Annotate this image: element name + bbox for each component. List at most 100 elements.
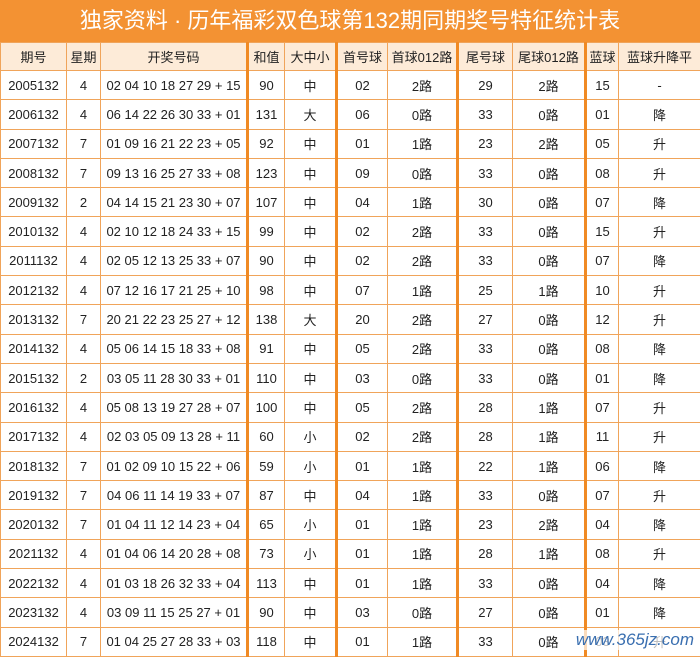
cell: 2011132 xyxy=(1,246,67,275)
cell: 2路 xyxy=(513,71,586,100)
cell: 小 xyxy=(285,510,337,539)
cell: 08 xyxy=(586,539,619,568)
cell: 4 xyxy=(67,598,101,627)
cell: 升 xyxy=(619,305,700,334)
cell: 65 xyxy=(248,510,285,539)
cell: 降 xyxy=(619,246,700,275)
cell: 1路 xyxy=(388,569,458,598)
cell: 23 xyxy=(458,129,513,158)
column-header: 开奖号码 xyxy=(101,43,248,71)
cell: 12 xyxy=(586,305,619,334)
cell: 中 xyxy=(285,627,337,656)
cell: 07 12 16 17 21 25 + 10 xyxy=(101,276,248,305)
cell: 降 xyxy=(619,569,700,598)
cell: 90 xyxy=(248,598,285,627)
cell: 2路 xyxy=(388,71,458,100)
cell: 1路 xyxy=(388,188,458,217)
cell: 中 xyxy=(285,188,337,217)
cell: 2012132 xyxy=(1,276,67,305)
cell: 2015132 xyxy=(1,363,67,392)
cell: 0路 xyxy=(513,569,586,598)
cell: 99 xyxy=(248,217,285,246)
cell: 2014132 xyxy=(1,334,67,363)
cell: 2018132 xyxy=(1,451,67,480)
cell: 2024132 xyxy=(1,627,67,656)
cell: 7 xyxy=(67,510,101,539)
cell: 04 06 11 14 19 33 + 07 xyxy=(101,481,248,510)
column-header: 尾球012路 xyxy=(513,43,586,71)
cell: 中 xyxy=(285,158,337,187)
cell: 07 xyxy=(337,276,388,305)
cell: 73 xyxy=(248,539,285,568)
cell: 01 xyxy=(337,510,388,539)
cell: 33 xyxy=(458,246,513,275)
cell: 100 xyxy=(248,393,285,422)
cell: 06 14 22 26 30 33 + 01 xyxy=(101,100,248,129)
cell: 91 xyxy=(248,334,285,363)
cell: 110 xyxy=(248,363,285,392)
cell: 01 02 09 10 15 22 + 06 xyxy=(101,451,248,480)
cell: 87 xyxy=(248,481,285,510)
cell: 03 09 11 15 25 27 + 01 xyxy=(101,598,248,627)
cell: 中 xyxy=(285,334,337,363)
cell: 7 xyxy=(67,129,101,158)
cell: 大 xyxy=(285,305,337,334)
cell: 小 xyxy=(285,539,337,568)
cell: 4 xyxy=(67,276,101,305)
cell: 01 xyxy=(586,598,619,627)
cell: 1路 xyxy=(513,276,586,305)
cell: 7 xyxy=(67,158,101,187)
cell: 中 xyxy=(285,363,337,392)
cell: 2016132 xyxy=(1,393,67,422)
cell: 中 xyxy=(285,393,337,422)
cell: 60 xyxy=(248,422,285,451)
cell: 33 xyxy=(458,481,513,510)
cell: 04 xyxy=(337,481,388,510)
column-header: 期号 xyxy=(1,43,67,71)
cell: 28 xyxy=(458,539,513,568)
cell: 05 06 14 15 18 33 + 08 xyxy=(101,334,248,363)
cell: 90 xyxy=(248,71,285,100)
cell: 0路 xyxy=(388,158,458,187)
column-header: 尾号球 xyxy=(458,43,513,71)
column-header: 和值 xyxy=(248,43,285,71)
column-header: 蓝球 xyxy=(586,43,619,71)
cell: 2008132 xyxy=(1,158,67,187)
cell: 0路 xyxy=(513,246,586,275)
cell: 30 xyxy=(458,188,513,217)
cell: 中 xyxy=(285,598,337,627)
cell: 2 xyxy=(67,363,101,392)
cell: 01 xyxy=(337,451,388,480)
cell: 15 xyxy=(586,217,619,246)
cell: 02 xyxy=(337,217,388,246)
cell: 2005132 xyxy=(1,71,67,100)
cell: 01 03 18 26 32 33 + 04 xyxy=(101,569,248,598)
cell: 01 xyxy=(337,129,388,158)
cell: 1路 xyxy=(388,539,458,568)
cell: 10 xyxy=(586,276,619,305)
cell: 2路 xyxy=(388,422,458,451)
cell: 0路 xyxy=(513,217,586,246)
cell: 01 xyxy=(337,627,388,656)
cell: 1路 xyxy=(388,627,458,656)
cell: 1路 xyxy=(388,481,458,510)
cell: 05 xyxy=(337,334,388,363)
cell: 02 xyxy=(337,422,388,451)
cell: 1路 xyxy=(388,451,458,480)
cell: 1路 xyxy=(388,129,458,158)
cell: 27 xyxy=(458,305,513,334)
cell: 0路 xyxy=(513,481,586,510)
column-header: 蓝球升降平 xyxy=(619,43,700,71)
cell: 2路 xyxy=(388,393,458,422)
cell: 118 xyxy=(248,627,285,656)
cell: 大 xyxy=(285,100,337,129)
cell: 01 04 11 12 14 23 + 04 xyxy=(101,510,248,539)
cell: 02 03 05 09 13 28 + 11 xyxy=(101,422,248,451)
cell: 59 xyxy=(248,451,285,480)
